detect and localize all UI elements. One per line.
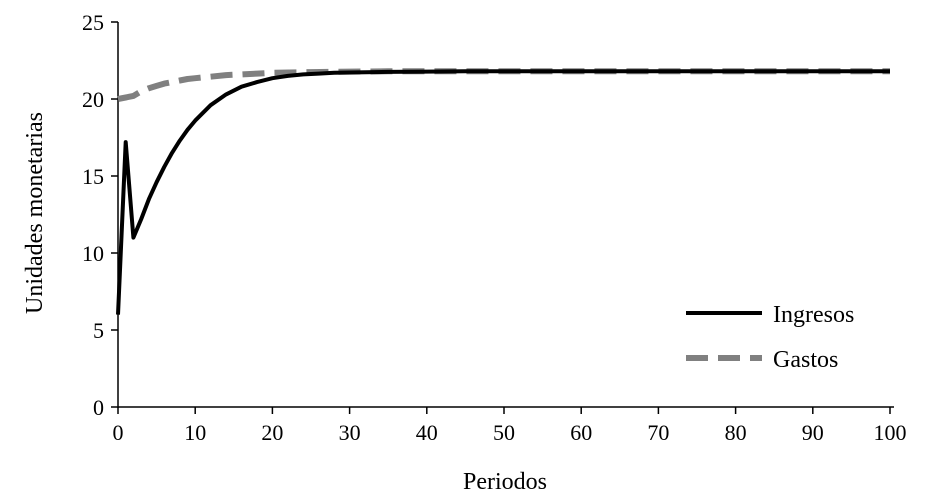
legend-label-ingresos: Ingresos [773,302,854,328]
x-tick-label: 40 [416,420,438,445]
axes [117,22,894,408]
x-tick-label: 30 [339,420,361,445]
y-tick-label: 25 [82,10,104,35]
y-tick-label: 5 [93,318,104,343]
y-tick-label: 20 [82,87,104,112]
series-line-ingresos [116,69,890,315]
x-tick-label: 90 [802,420,824,445]
series-line-gastos [117,68,890,102]
legend: Ingresos Gastos [686,302,854,373]
x-tick-label: 60 [570,420,592,445]
x-tick-label: 80 [725,420,747,445]
y-tick-label: 10 [82,241,104,266]
x-tick-label: 100 [874,420,907,445]
x-tick-label: 10 [184,420,206,445]
x-tick-label: 20 [261,420,283,445]
x-axis-title: Periodos [463,469,547,495]
legend-label-gastos: Gastos [773,347,838,373]
ticks: 0 5 10 15 20 25 0 10 20 30 40 50 60 70 80 90 100 [82,10,907,445]
y-axis-title: Unidades monetarias [22,112,48,314]
y-tick-label: 15 [82,164,104,189]
series-layer [116,68,890,315]
x-tick-label: 70 [647,420,669,445]
y-tick-label: 0 [93,395,104,420]
x-tick-label: 0 [113,420,124,445]
x-tick-label: 50 [493,420,515,445]
